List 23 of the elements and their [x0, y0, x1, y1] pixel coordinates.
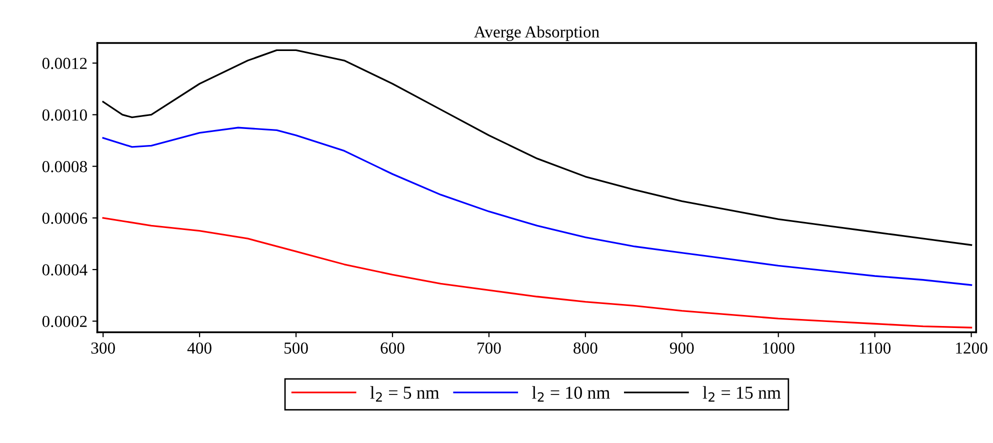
- line-series: [102, 49, 972, 246]
- legend-label: l$_{2}$ = 10 nm: [532, 386, 610, 402]
- line-series: [102, 217, 972, 328]
- x-tick-label: 400: [187, 342, 212, 354]
- x-tick-label: 500: [284, 342, 308, 354]
- chart-title: Averge Absorption: [474, 26, 600, 42]
- y-tick-label: 0.0012: [42, 58, 87, 70]
- legend-label: l$_{2}$ = 5 nm: [370, 386, 440, 402]
- y-tick-label: 0.0004: [42, 264, 88, 276]
- x-tick-label: 800: [574, 342, 598, 354]
- y-tick-label: 0.0010: [42, 109, 87, 121]
- x-tick-label: 900: [670, 342, 694, 354]
- x-tick-label: 600: [380, 342, 404, 354]
- y-tick-label: 0.0008: [42, 161, 87, 172]
- y-tick-label: 0.0006: [42, 212, 88, 224]
- legend-label: l$_{2}$ = 15 nm: [702, 386, 781, 402]
- x-tick-label: 1000: [763, 342, 794, 354]
- y-tick-label: 0.0002: [42, 316, 87, 328]
- x-tick-label: 300: [91, 342, 115, 354]
- x-tick-label: 1200: [956, 342, 988, 354]
- line-series: [102, 126, 972, 286]
- x-tick-label: 700: [478, 342, 501, 354]
- x-tick-label: 1100: [860, 342, 891, 354]
